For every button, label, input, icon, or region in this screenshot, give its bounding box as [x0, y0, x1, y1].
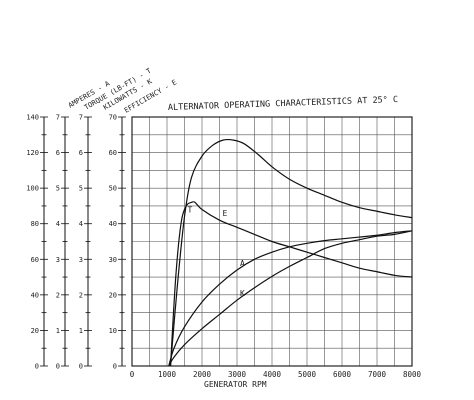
- y-tick-label-efficiency: 60: [109, 149, 117, 157]
- y-tick-label-amperes: 140: [26, 114, 39, 122]
- y-tick-label-amperes: 80: [31, 220, 39, 228]
- y-tick-label-efficiency: 30: [109, 256, 117, 264]
- series-line-K: [168, 230, 413, 367]
- series-label-E: E: [223, 209, 228, 218]
- y-tick-label-kilowatts: 0: [79, 363, 83, 371]
- series-label-A: A: [240, 259, 245, 268]
- plot-frame: [131, 116, 413, 367]
- series: T E A K: [168, 138, 413, 367]
- series-label-T: T: [188, 206, 193, 215]
- y-tick-label-torque: 5: [56, 185, 60, 193]
- y-tick-label-kilowatts: 6: [79, 149, 83, 157]
- x-tick-label: 1000: [158, 370, 177, 379]
- y-tick-label-torque: 3: [56, 256, 60, 264]
- series-line-A: [168, 230, 413, 367]
- x-axis-label: GENERATOR RPM: [204, 380, 267, 389]
- y-tick-label-torque: 2: [56, 291, 60, 299]
- y-tick-label-kilowatts: 3: [79, 256, 83, 264]
- chart-title: ALTERNATOR OPERATING CHARACTERISTICS AT …: [168, 95, 399, 113]
- y-tick-label-efficiency: 50: [109, 185, 117, 193]
- y-tick-label-torque: 7: [56, 114, 60, 122]
- x-tick-label: 5000: [298, 370, 317, 379]
- y-tick-label-kilowatts: 2: [79, 291, 83, 299]
- x-tick-label: 8000: [403, 370, 422, 379]
- series-line-E: [169, 201, 413, 367]
- x-tick-label: 3000: [228, 370, 247, 379]
- y-tick-label-amperes: 120: [26, 149, 39, 157]
- series-label-K: K: [240, 289, 245, 298]
- y-tick-label-efficiency: 10: [109, 327, 117, 335]
- y-tick-label-torque: 1: [56, 327, 60, 335]
- series-line-T: [169, 138, 413, 367]
- x-tick-label: 2000: [193, 370, 212, 379]
- y-tick-label-efficiency: 70: [109, 114, 117, 122]
- y-tick-label-kilowatts: 4: [79, 220, 83, 228]
- y-tick-label-amperes: 40: [31, 291, 39, 299]
- y-tick-label-torque: 0: [56, 363, 60, 371]
- x-tick-label: 6000: [333, 370, 352, 379]
- y-tick-label-efficiency: 20: [109, 291, 117, 299]
- y-tick-label-kilowatts: 7: [79, 114, 83, 122]
- y-tick-label-kilowatts: 5: [79, 185, 83, 193]
- y-tick-label-torque: 4: [56, 220, 60, 228]
- y-tick-label-torque: 6: [56, 149, 60, 157]
- grid: [131, 116, 413, 367]
- x-tick-label: 4000: [263, 370, 282, 379]
- y-tick-label-amperes: 20: [31, 327, 39, 335]
- y-tick-label-efficiency: 40: [109, 220, 117, 228]
- y-tick-label-amperes: 0: [35, 363, 39, 371]
- y-tick-label-amperes: 60: [31, 256, 39, 264]
- x-tick-label: 7000: [368, 370, 387, 379]
- y-tick-label-efficiency: 0: [113, 363, 117, 371]
- y-tick-label-amperes: 100: [26, 185, 39, 193]
- x-tick-label: 0: [130, 370, 135, 379]
- y-tick-label-kilowatts: 1: [79, 327, 83, 335]
- axes: 0 1000 2000 3000 4000 5000 6000 7000 80000204060…: [26, 114, 421, 380]
